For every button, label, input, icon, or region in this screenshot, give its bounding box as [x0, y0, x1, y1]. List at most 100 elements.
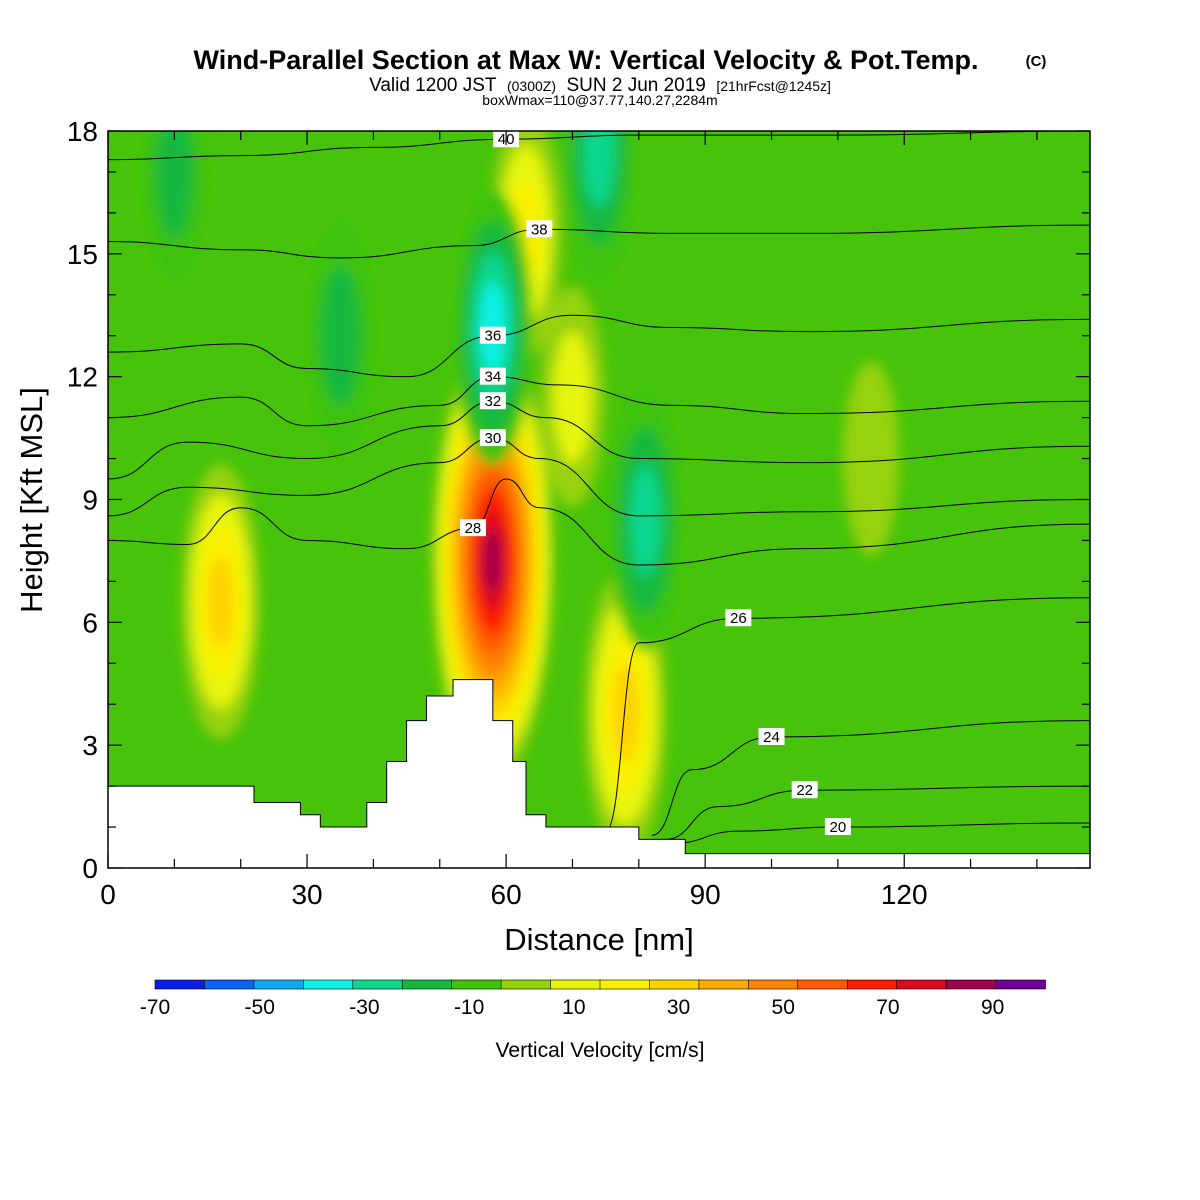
vv-level: [553, 330, 592, 464]
vv-feature: [306, 218, 375, 454]
terrain-mask: [108, 679, 1090, 868]
x-tick-label: 30: [291, 879, 322, 910]
theta-contour-28: [108, 478, 1090, 566]
colorbar-tick-label: -50: [245, 996, 275, 1019]
vv-level: [611, 664, 640, 761]
colorbar-bin: [698, 979, 750, 990]
colorbar-tick-label: -70: [140, 996, 170, 1019]
colorbar-tick-label: -10: [454, 996, 484, 1019]
x-axis-label: Distance [nm]: [504, 922, 694, 957]
y-tick-label: 0: [82, 853, 98, 884]
subtitle-date: SUN 2 Jun 2019: [566, 75, 705, 96]
y-tick-label: 9: [82, 485, 98, 516]
colorbar-bin: [995, 979, 1046, 990]
colorbar-bin: [748, 979, 799, 990]
theta-label-32: 32: [479, 392, 506, 410]
vv-level: [484, 529, 502, 593]
vv-feature: [142, 131, 207, 283]
colorbar-bin: [599, 979, 651, 990]
svg-text:32: 32: [484, 393, 501, 410]
vv-feature: [181, 464, 261, 740]
subtitle-forecast: [21hrFcst@1245z]: [716, 78, 831, 94]
theta-label-30: 30: [479, 429, 506, 447]
x-tick-label: 0: [100, 879, 116, 910]
colorbar-tick-label: 10: [562, 996, 585, 1019]
theta-contour-40: [108, 131, 1090, 161]
colorbar-bin: [896, 979, 947, 990]
vv-level: [842, 361, 900, 556]
colorbar-bin: [649, 979, 700, 990]
x-tick-label: 60: [491, 879, 522, 910]
theta-label-26: 26: [725, 609, 752, 627]
theta-contour-30: [108, 437, 1090, 517]
y-tick-label: 15: [67, 239, 98, 270]
colorbar-bin: [204, 979, 255, 990]
copyright-mark: (C): [1026, 53, 1047, 70]
chart-title: Wind-Parallel Section at Max W: Vertical…: [194, 45, 979, 75]
colorbar-bin: [945, 979, 997, 990]
theta-contour-38: [108, 224, 1090, 259]
colorbar-bin: [550, 979, 601, 990]
vv-level: [319, 265, 361, 407]
theta-label-34: 34: [479, 367, 506, 386]
colorbar-bin: [846, 979, 898, 990]
colorbar-tick-label: 70: [876, 996, 899, 1019]
x-tick-label: 120: [881, 879, 928, 910]
svg-text:26: 26: [730, 610, 747, 627]
chart-subtitle: Valid 1200 JST (0300Z) SUN 2 Jun 2019 [2…: [369, 75, 831, 96]
theta-label-20: 20: [824, 818, 851, 836]
theta-contour-32: [108, 400, 1090, 480]
box-info: boxWmax=110@37.77,140.27,2284m: [482, 92, 717, 108]
theta-label-36: 36: [479, 326, 506, 345]
y-tick-label: 3: [82, 730, 98, 761]
svg-text:36: 36: [484, 328, 501, 345]
vv-level: [155, 131, 194, 239]
svg-text:24: 24: [763, 729, 780, 746]
colorbar-tick-label: 90: [981, 996, 1004, 1019]
colorbar-tick-label: 50: [772, 996, 795, 1019]
vv-feature: [540, 286, 605, 508]
theta-contour-36: [108, 314, 1090, 378]
colorbar-bin: [401, 979, 453, 990]
theta-contour-24: [651, 720, 1090, 836]
vv-level: [629, 463, 662, 577]
svg-text:30: 30: [484, 430, 501, 447]
subtitle-valid: Valid 1200 JST: [369, 75, 497, 96]
colorbar-label: Vertical Velocity [cm/s]: [496, 1039, 705, 1062]
vv-feature: [561, 131, 637, 283]
theta-label-24: 24: [758, 727, 785, 746]
subtitle-utc: (0300Z): [507, 78, 556, 94]
colorbar-bin: [500, 979, 552, 990]
x-axis: 0 30 60 90 120: [100, 131, 1038, 910]
svg-text:20: 20: [830, 819, 847, 836]
y-tick-label: 6: [82, 607, 98, 638]
vv-level: [582, 131, 616, 208]
vv-level: [207, 555, 234, 648]
vv-feature: [607, 388, 684, 651]
vertical-velocity-field: [142, 131, 900, 858]
colorbar-tick-label: -30: [349, 996, 379, 1019]
svg-text:34: 34: [484, 369, 501, 386]
colorbar: -70 -50 -30 -10 10 30 50 70 90: [140, 979, 1046, 1019]
svg-text:22: 22: [796, 782, 813, 799]
theta-contour-20: [671, 822, 1090, 844]
colorbar-bin: [154, 979, 206, 990]
svg-text:38: 38: [531, 221, 548, 238]
y-axis-label: Height [Kft MSL]: [14, 387, 49, 613]
potential-temperature-contours: [108, 131, 1090, 844]
vv-feature: [431, 341, 555, 781]
y-tick-label: 12: [67, 362, 98, 393]
colorbar-bin: [352, 979, 404, 990]
theta-contour-22: [665, 785, 1090, 840]
theta-label-28: 28: [459, 519, 486, 537]
colorbar-bin: [797, 979, 849, 990]
colorbar-bin: [451, 979, 502, 990]
x-tick-label: 90: [690, 879, 721, 910]
theta-contour-26: [605, 597, 1090, 832]
colorbar-tick-label: 30: [667, 996, 690, 1019]
theta-label-38: 38: [526, 220, 553, 238]
svg-text:28: 28: [465, 520, 482, 537]
y-tick-label: 18: [67, 116, 98, 147]
